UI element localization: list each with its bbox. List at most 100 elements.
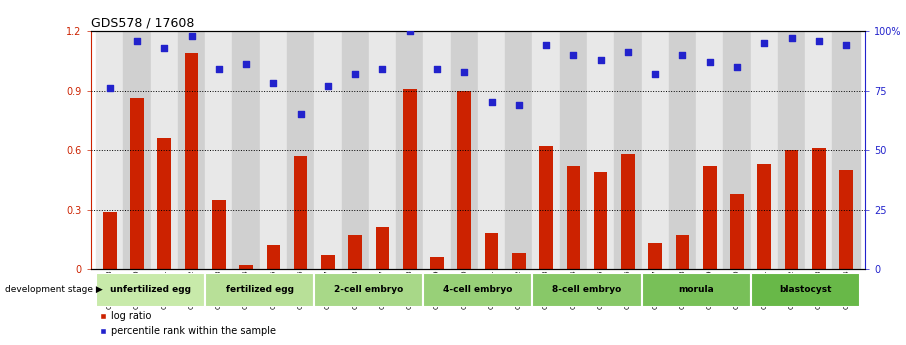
Bar <box>266 245 280 269</box>
Point <box>593 57 608 62</box>
Point <box>294 111 308 117</box>
Bar <box>294 156 307 269</box>
Point <box>621 50 635 55</box>
Point <box>566 52 581 58</box>
Bar <box>450 31 478 269</box>
Point <box>321 83 335 89</box>
Bar <box>233 31 260 269</box>
Point <box>539 42 554 48</box>
Bar <box>287 31 314 269</box>
Bar <box>369 31 396 269</box>
Text: blastocyst: blastocyst <box>779 285 832 294</box>
Bar <box>212 200 226 269</box>
Bar <box>833 31 860 269</box>
Bar <box>396 31 423 269</box>
Bar <box>614 31 641 269</box>
Bar <box>458 90 471 269</box>
Bar <box>785 150 798 269</box>
Bar <box>158 138 171 269</box>
Point <box>429 66 444 72</box>
Bar <box>96 31 123 269</box>
Bar <box>676 235 689 269</box>
Bar <box>239 265 253 269</box>
Point <box>785 36 799 41</box>
Point <box>675 52 689 58</box>
Bar <box>430 257 444 269</box>
Bar <box>485 233 498 269</box>
Bar <box>751 31 778 269</box>
Text: 4-cell embryo: 4-cell embryo <box>443 285 513 294</box>
Text: unfertilized egg: unfertilized egg <box>111 285 191 294</box>
Point <box>348 71 362 77</box>
Bar <box>757 164 771 269</box>
Point <box>402 28 417 34</box>
Bar <box>185 53 198 269</box>
Bar <box>730 194 744 269</box>
Bar <box>321 255 334 269</box>
Bar <box>403 89 417 269</box>
Bar <box>696 31 723 269</box>
Bar <box>130 99 144 269</box>
Bar <box>539 146 553 269</box>
Bar <box>314 273 423 307</box>
Point <box>130 38 144 43</box>
Bar <box>533 31 560 269</box>
Text: GDS578 / 17608: GDS578 / 17608 <box>91 17 194 30</box>
Point <box>512 102 526 108</box>
Bar <box>533 273 641 307</box>
Bar <box>805 31 833 269</box>
Bar <box>423 273 533 307</box>
Bar <box>778 31 805 269</box>
Bar <box>723 31 751 269</box>
Bar <box>649 243 662 269</box>
Bar <box>641 31 669 269</box>
Point <box>730 64 745 70</box>
Bar <box>560 31 587 269</box>
Bar <box>103 211 117 269</box>
Bar <box>205 273 314 307</box>
Bar <box>641 273 751 307</box>
Bar <box>348 235 362 269</box>
Point <box>812 38 826 43</box>
Point <box>839 42 853 48</box>
Text: 2-cell embryo: 2-cell embryo <box>334 285 403 294</box>
Bar <box>205 31 233 269</box>
Bar <box>150 31 178 269</box>
Bar <box>839 170 853 269</box>
Point <box>157 45 171 50</box>
Legend: log ratio, percentile rank within the sample: log ratio, percentile rank within the sa… <box>95 307 280 340</box>
Text: 8-cell embryo: 8-cell embryo <box>553 285 622 294</box>
Point <box>457 69 471 74</box>
Text: morula: morula <box>679 285 714 294</box>
Bar <box>423 31 450 269</box>
Bar <box>178 31 205 269</box>
Bar <box>342 31 369 269</box>
Text: development stage ▶: development stage ▶ <box>5 285 102 294</box>
Point <box>184 33 198 39</box>
Bar <box>587 31 614 269</box>
Bar <box>123 31 150 269</box>
Point <box>239 62 254 67</box>
Point <box>375 66 390 72</box>
Bar <box>703 166 717 269</box>
Point <box>702 59 717 65</box>
Bar <box>96 273 205 307</box>
Bar <box>512 253 525 269</box>
Bar <box>260 31 287 269</box>
Point <box>757 40 772 46</box>
Point <box>485 100 499 105</box>
Bar <box>622 154 635 269</box>
Bar <box>751 273 860 307</box>
Bar <box>593 172 608 269</box>
Point <box>648 71 662 77</box>
Bar <box>812 148 825 269</box>
Point <box>102 86 117 91</box>
Bar <box>566 166 580 269</box>
Text: fertilized egg: fertilized egg <box>226 285 294 294</box>
Bar <box>314 31 342 269</box>
Bar <box>669 31 696 269</box>
Point <box>266 81 281 86</box>
Bar <box>376 227 390 269</box>
Point <box>211 66 226 72</box>
Bar <box>478 31 506 269</box>
